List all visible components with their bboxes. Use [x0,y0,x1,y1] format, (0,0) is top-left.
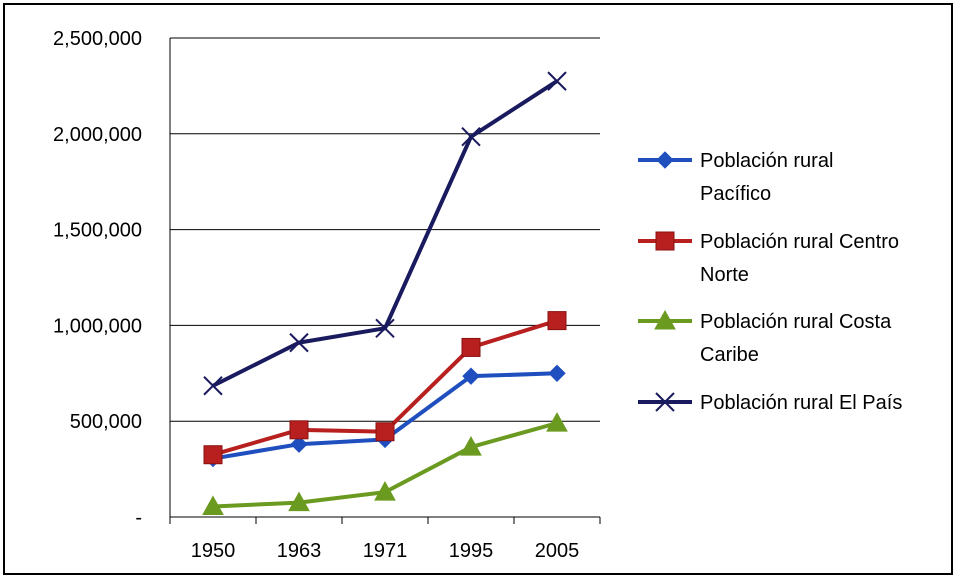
data-point [375,422,395,442]
chart-frame [3,3,953,575]
data-point [374,481,396,501]
data-point [203,445,223,465]
data-point [547,71,567,91]
x-tick-label: 1963 [277,540,322,562]
y-tick-label: 1,000,000 [53,315,142,337]
legend-label: Población rural Costa [700,311,892,333]
legend-label: Caribe [700,344,759,366]
data-point [547,311,567,331]
y-tick-label: - [135,507,142,529]
data-point [289,332,309,353]
legend-label: Norte [700,264,749,286]
legend-label: Población rural Centro [700,231,899,253]
data-point [290,435,308,453]
legend-label: Población rural [700,150,833,172]
x-tick-label: 1950 [191,540,236,562]
data-point [289,420,309,440]
data-point [462,367,480,385]
data-point [202,495,224,515]
data-point [548,364,566,383]
data-point [461,337,481,357]
x-tick-label: 1995 [449,540,494,562]
legend-marker-3 [655,392,675,412]
legend-marker-1 [655,231,675,251]
y-tick-label: 500,000 [70,411,142,433]
legend-label: Pacífico [700,183,771,205]
data-point [546,412,568,432]
data-point [460,436,482,456]
y-tick-label: 1,500,000 [53,220,142,242]
legend-marker-2 [654,309,676,330]
data-point [461,126,481,147]
y-tick-label: 2,500,000 [53,28,142,50]
data-point [375,318,395,338]
series-line-3 [212,79,559,388]
y-tick-label: 2,000,000 [53,124,142,146]
data-point [203,376,223,396]
x-tick-label: 2005 [535,540,580,562]
legend-label: Población rural El País [700,392,902,414]
x-tick-label: 1971 [363,540,408,562]
legend-marker-0 [656,151,674,169]
data-point [288,491,310,512]
